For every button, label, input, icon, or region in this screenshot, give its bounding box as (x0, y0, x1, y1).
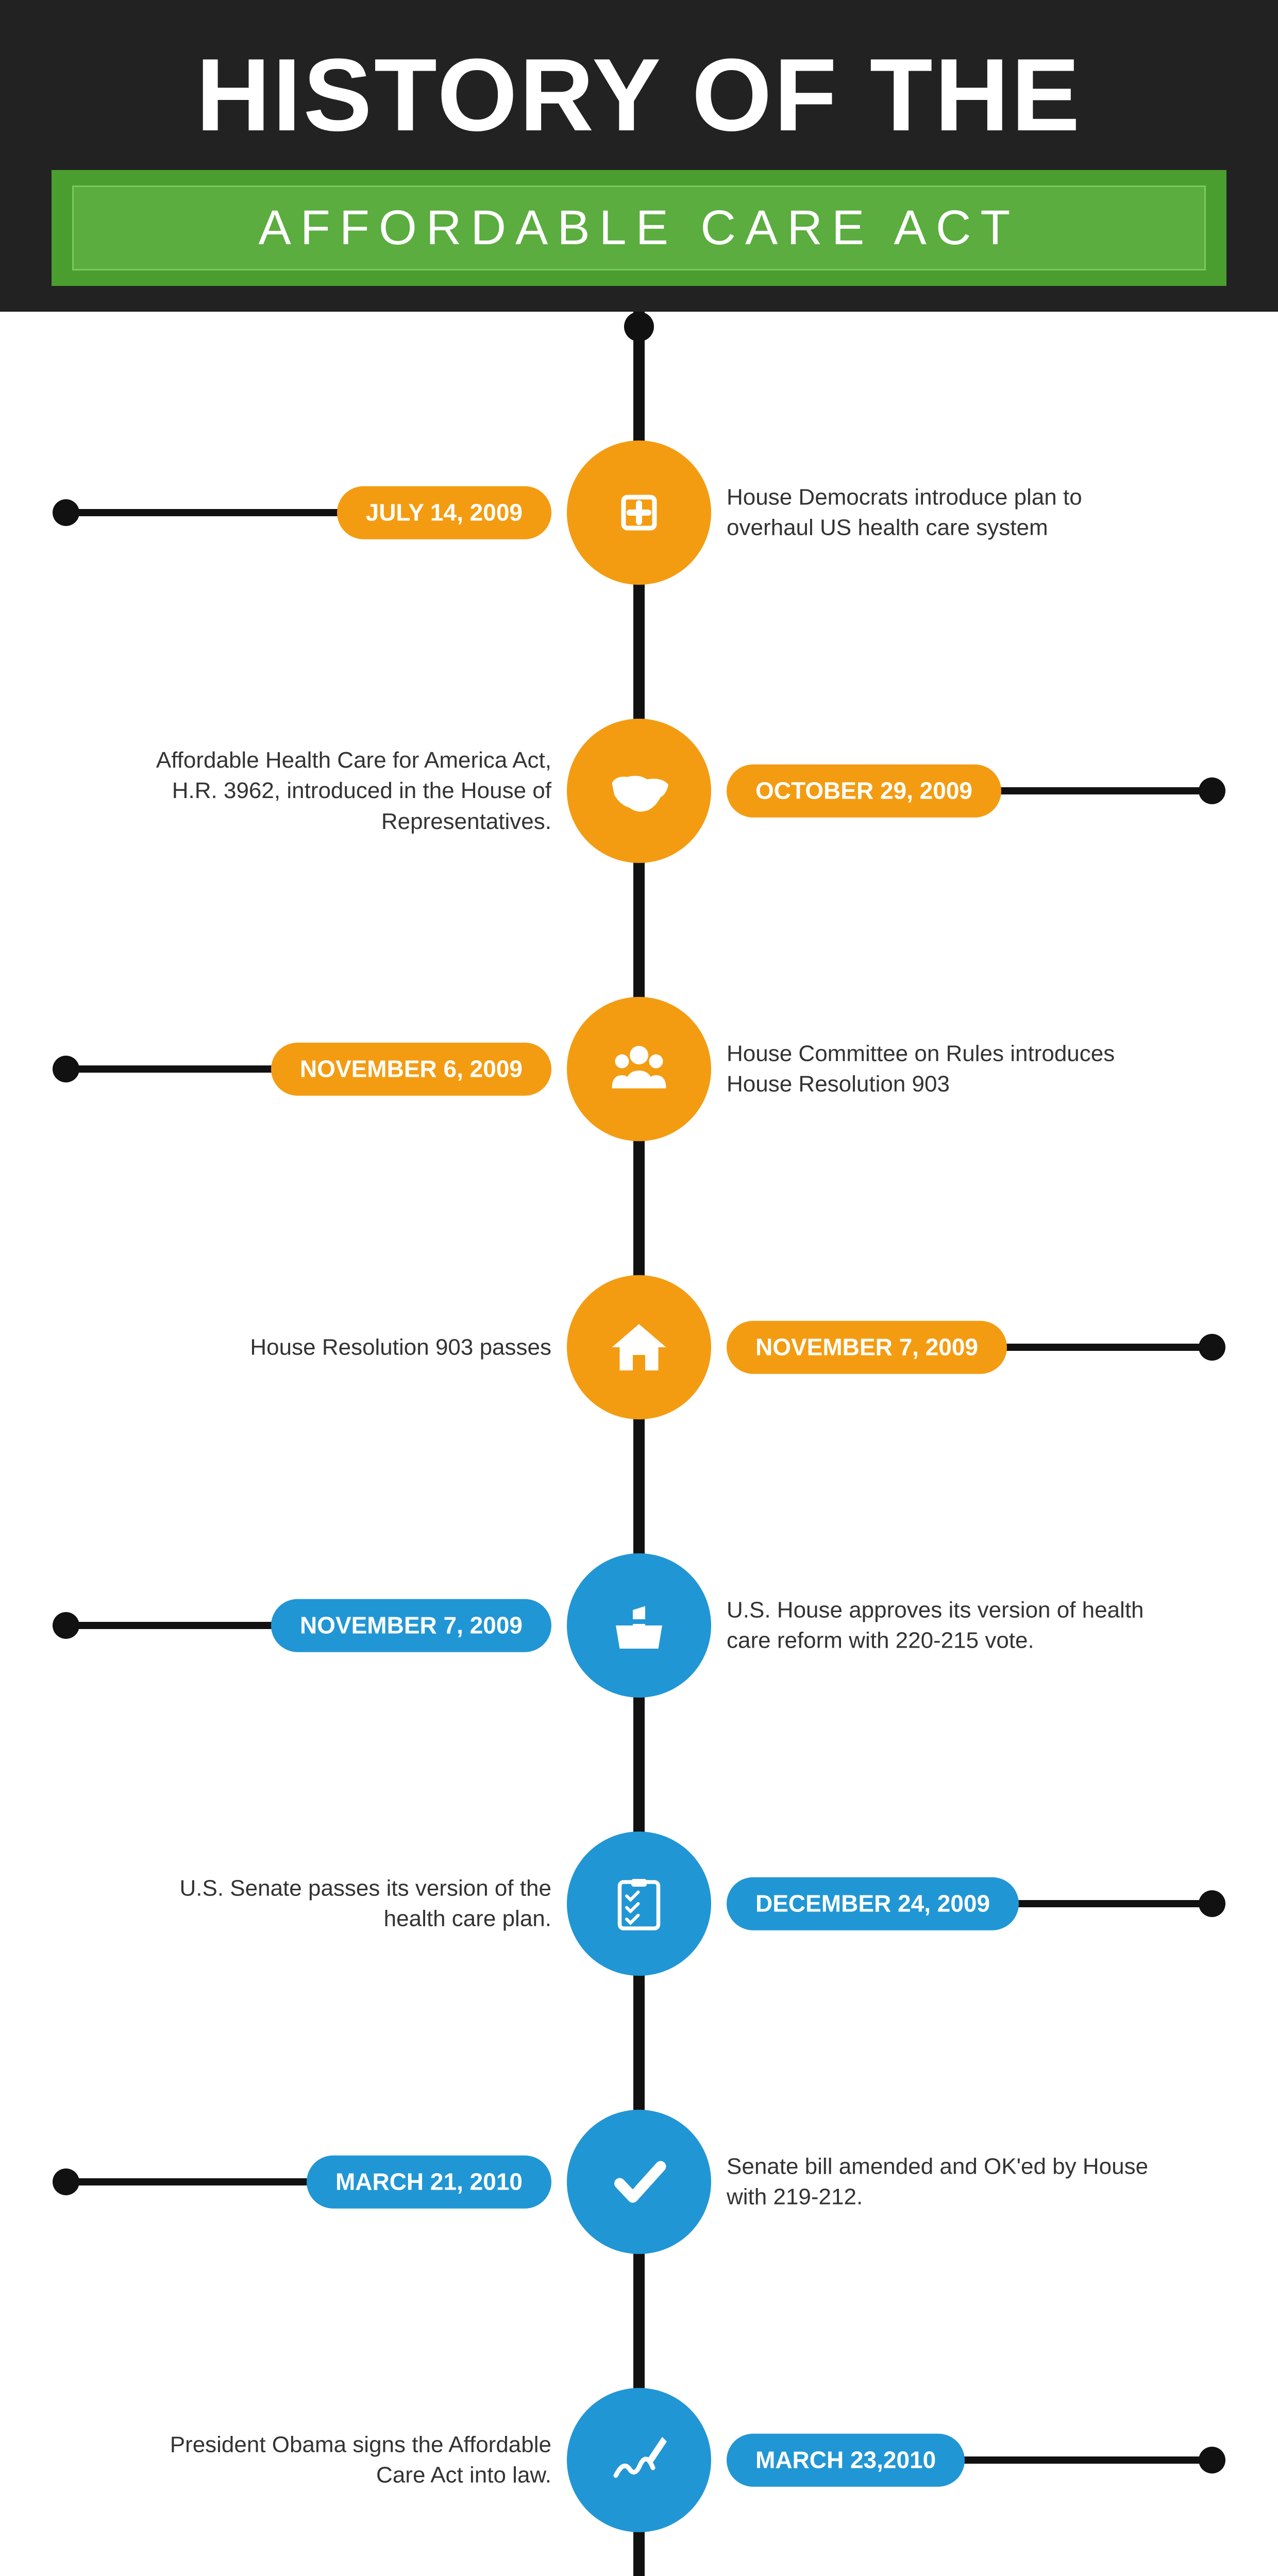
timeline-event: MARCH 23,2010 President Obama signs the A… (52, 2342, 1226, 2576)
timeline-event: MARCH 21, 2010 Senate bill amended and OK… (52, 2063, 1226, 2300)
subtitle-banner: AFFORDABLE CARE ACT (52, 170, 1226, 286)
main-title: HISTORY OF THE (52, 36, 1226, 155)
timeline-event: OCTOBER 29, 2009 Affordable Health Care f… (52, 672, 1226, 909)
event-date-pill: DECEMBER 24, 2009 (727, 1877, 1019, 1930)
infographic: HISTORY OF THE AFFORDABLE CARE ACT JULY … (0, 0, 1278, 2576)
checklist-icon (567, 1832, 711, 1976)
timeline-event: NOVEMBER 7, 2009 U.S. House approves its … (52, 1507, 1226, 1744)
subtitle: AFFORDABLE CARE ACT (89, 200, 1189, 256)
check-icon (567, 2110, 711, 2254)
people-icon (567, 997, 711, 1141)
event-date-pill: MARCH 21, 2010 (307, 2156, 551, 2209)
ballot-icon (567, 1553, 711, 1698)
timeline-event: NOVEMBER 7, 2009 House Resolution 903 pas… (52, 1229, 1226, 1466)
event-date-pill: NOVEMBER 7, 2009 (271, 1599, 551, 1652)
house-icon (567, 1275, 711, 1419)
event-text: President Obama signs the Affordable Car… (129, 2430, 551, 2491)
event-date-pill: JULY 14, 2009 (337, 486, 551, 539)
event-rod (62, 509, 381, 516)
event-date-pill: MARCH 23,2010 (727, 2434, 965, 2487)
event-text: Senate bill amended and OK'ed by House w… (727, 2151, 1149, 2213)
event-text: Affordable Health Care for America Act, … (129, 745, 551, 837)
event-text: House Committee on Rules introduces Hous… (727, 1039, 1149, 1100)
timeline-event: NOVEMBER 6, 2009 House Committee on Rules… (52, 951, 1226, 1188)
header: HISTORY OF THE AFFORDABLE CARE ACT (0, 0, 1278, 312)
event-text: House Resolution 903 passes (129, 1332, 551, 1362)
sign-icon (567, 2388, 711, 2532)
timeline-event: DECEMBER 24, 2009 U.S. Senate passes its … (52, 1785, 1226, 2022)
event-date-pill: OCTOBER 29, 2009 (727, 765, 1001, 818)
event-date-pill: NOVEMBER 7, 2009 (727, 1321, 1007, 1374)
event-text: U.S. House approves its version of healt… (727, 1595, 1149, 1656)
timeline: JULY 14, 2009 House Democrats introduce p… (0, 312, 1278, 2576)
plus-icon (567, 440, 711, 585)
timeline-event: JULY 14, 2009 House Democrats introduce p… (52, 394, 1226, 631)
event-text: House Democrats introduce plan to overha… (727, 482, 1149, 544)
usa-icon (567, 719, 711, 863)
event-text: U.S. Senate passes its version of the he… (129, 1873, 551, 1935)
event-date-pill: NOVEMBER 6, 2009 (271, 1043, 551, 1096)
